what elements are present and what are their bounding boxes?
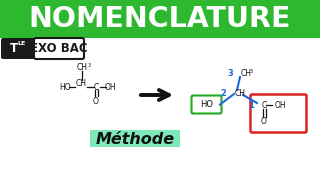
Text: 3: 3 [87,63,91,68]
Text: CH: CH [241,69,252,78]
Text: 3: 3 [227,69,233,78]
Text: CH: CH [76,78,86,87]
Text: LE: LE [18,41,26,46]
Text: C: C [262,100,267,109]
Text: OH: OH [275,100,287,109]
Text: C: C [93,82,99,91]
Text: HO: HO [59,82,71,91]
FancyBboxPatch shape [34,38,84,59]
Text: T: T [10,42,18,55]
Text: CH: CH [235,89,246,98]
Bar [0,0,320,38]
Text: EXO BAC: EXO BAC [30,42,88,55]
FancyBboxPatch shape [1,38,37,59]
Text: 1: 1 [248,100,254,109]
Text: OH: OH [104,82,116,91]
Text: 3: 3 [250,69,253,74]
Bar [90,130,180,147]
Text: 2: 2 [220,89,226,98]
FancyBboxPatch shape [191,96,221,114]
Text: NOMENCLATURE: NOMENCLATURE [29,5,291,33]
Text: Méthode: Méthode [95,132,175,147]
Text: O: O [93,96,99,105]
Text: HO: HO [200,100,213,109]
Text: CH: CH [76,62,87,71]
Text: O: O [261,118,267,127]
FancyBboxPatch shape [251,94,307,132]
